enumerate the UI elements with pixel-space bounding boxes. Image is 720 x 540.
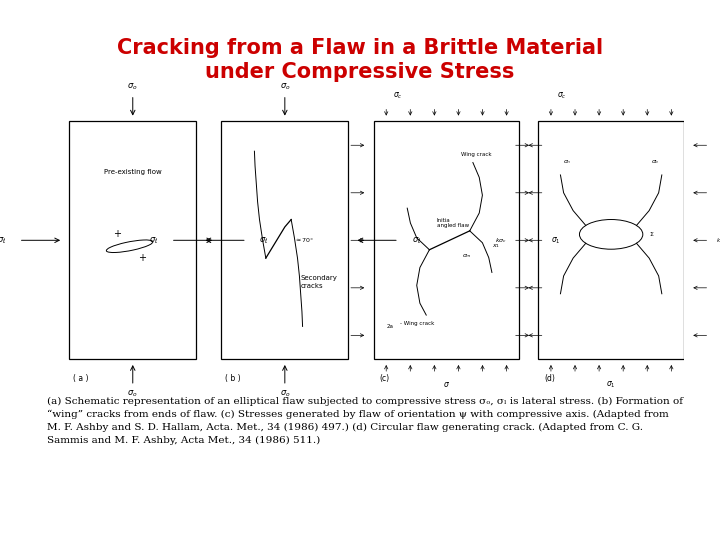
Text: $\sigma_{\ell}$: $\sigma_{\ell}$ <box>149 235 158 246</box>
Text: $\sigma_o$: $\sigma_o$ <box>279 389 290 399</box>
Text: $\sigma_{\ell}$: $\sigma_{\ell}$ <box>0 235 6 246</box>
Text: Cracking from a Flaw in a Brittle Material
under Compressive Stress: Cracking from a Flaw in a Brittle Materi… <box>117 38 603 82</box>
Text: 2a: 2a <box>386 325 393 329</box>
Bar <box>539 122 684 359</box>
Text: (a) Schematic representation of an elliptical flaw subjected to compressive stre: (a) Schematic representation of an ellip… <box>47 397 683 445</box>
Text: $\sigma_1$: $\sigma_1$ <box>551 235 561 246</box>
Bar <box>69 122 196 359</box>
Text: $\approx 70°$: $\approx 70°$ <box>294 237 315 244</box>
Text: $k\sigma_c$: $k\sigma_c$ <box>495 236 507 245</box>
Text: (c): (c) <box>380 374 390 383</box>
Ellipse shape <box>107 240 153 253</box>
Text: +: + <box>113 230 121 239</box>
Text: ( b ): ( b ) <box>225 374 240 383</box>
Text: $\sigma_1$: $\sigma_1$ <box>606 380 616 390</box>
Text: Pre-existing flow: Pre-existing flow <box>104 169 162 175</box>
Text: $\sigma_b$: $\sigma_b$ <box>651 158 660 166</box>
Text: $\sigma_o$: $\sigma_o$ <box>127 389 138 399</box>
Text: $\sigma_{\ell}$: $\sigma_{\ell}$ <box>259 235 269 246</box>
Text: - Wing crack: - Wing crack <box>400 321 434 326</box>
Text: $\sigma_c$: $\sigma_c$ <box>392 90 402 100</box>
Text: +: + <box>138 253 146 263</box>
Bar <box>222 122 348 359</box>
Text: $\Sigma$: $\Sigma$ <box>649 231 654 238</box>
Text: $\sigma_o$: $\sigma_o$ <box>279 82 290 92</box>
Text: Wing crack: Wing crack <box>461 152 491 157</box>
Text: ( a ): ( a ) <box>73 374 88 383</box>
Text: $k\sigma_c=\sigma_1$: $k\sigma_c=\sigma_1$ <box>716 236 720 245</box>
Text: Initia
angled flaw: Initia angled flaw <box>437 218 469 228</box>
Text: $\sigma_o$: $\sigma_o$ <box>127 82 138 92</box>
Text: (d): (d) <box>544 374 556 383</box>
Text: $\sigma_n$: $\sigma_n$ <box>562 158 571 166</box>
Text: $\sigma_{\ell}$: $\sigma_{\ell}$ <box>412 235 421 246</box>
Text: $\sigma_m$: $\sigma_m$ <box>462 252 472 260</box>
Text: $x_1$: $x_1$ <box>492 242 500 250</box>
Text: $\sigma_c$: $\sigma_c$ <box>557 90 567 100</box>
Text: $\sigma$: $\sigma$ <box>443 380 450 389</box>
Text: Secondary
cracks: Secondary cracks <box>301 275 338 288</box>
Bar <box>374 122 519 359</box>
